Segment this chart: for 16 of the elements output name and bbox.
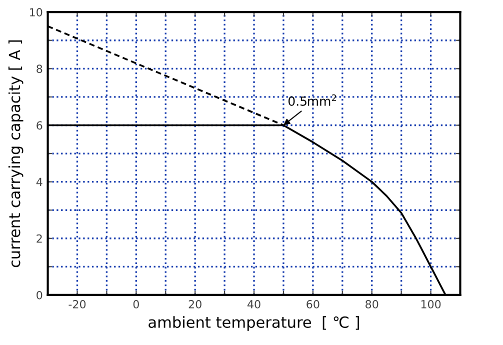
y-tick-label: 10: [30, 8, 42, 16]
y-tick-label: 8: [36, 64, 42, 74]
x-tick-label: -20: [68, 300, 86, 308]
x-tick-label: 40: [247, 300, 260, 308]
x-tick-label: 20: [188, 300, 202, 308]
y-tick-label: 2: [36, 234, 42, 243]
x-tick-label: 100: [421, 300, 441, 308]
y-tick-label: 0: [36, 290, 42, 300]
y-tick-label: 4: [36, 178, 42, 186]
annotation: 0.5mm$^{2}$: [288, 94, 336, 106]
x-tick-label: 0: [133, 300, 139, 308]
x-tick-label: 80: [366, 300, 378, 308]
x-tick-label: 60: [306, 300, 320, 308]
y-axis-title: current carrying capacity [ A ]: [8, 40, 24, 268]
y-tick-label: 6: [36, 121, 42, 130]
x-axis-title: ambient temperature [ ℃ ]: [148, 316, 360, 331]
